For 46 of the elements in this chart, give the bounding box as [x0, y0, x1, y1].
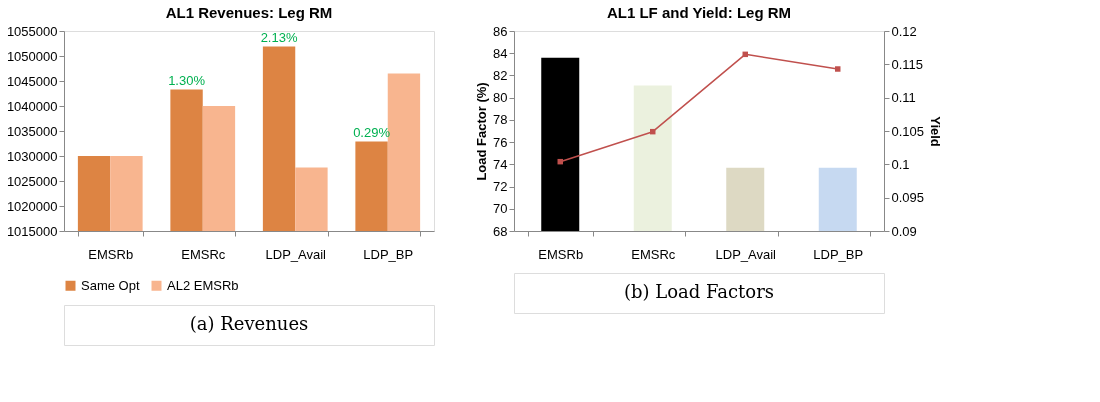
y2-tick-label: 0.115 [891, 56, 924, 72]
y2-tick-label: 0.12 [891, 23, 917, 39]
x-tick-label: LDP_BP [363, 246, 414, 262]
annotation: 2.13% [260, 29, 298, 45]
x-tick-label: LDP_Avail [715, 246, 777, 262]
x-tick-label: EMSRb [538, 246, 584, 262]
y-tick-label: 74 [493, 156, 508, 172]
y-tick-label: 1020000 [6, 198, 58, 214]
y-axis-title: Load Factor (%) [474, 82, 490, 181]
x-tick-label: EMSRc [181, 246, 226, 262]
y2-tick-label: 0.1 [891, 156, 910, 172]
y-tick-label: 1025000 [6, 173, 58, 189]
y2-axis-title: Yield [928, 116, 944, 147]
y-tick-label: 82 [493, 67, 508, 83]
annotation: 1.30% [168, 72, 206, 88]
y2-tick-label: 0.09 [891, 223, 917, 239]
y2-tick-label: 0.105 [891, 123, 925, 139]
x-tick-label: LDP_Avail [265, 246, 327, 262]
y-tick-label: 84 [493, 45, 508, 61]
point [835, 66, 841, 72]
y-tick-label: 68 [493, 223, 508, 239]
y-tick-label: 1040000 [6, 98, 58, 114]
y-tick-label: 70 [493, 201, 508, 217]
y-tick-label: 1035000 [6, 123, 58, 139]
y-tick-label: 86 [493, 23, 508, 39]
y-tick-label: 1030000 [6, 148, 58, 164]
chart-title: AL1 LF and Yield: Leg RM [606, 4, 792, 21]
y-tick-label: 76 [493, 134, 508, 150]
legend-label: AL2 EMSRb [167, 277, 239, 293]
y-tick-label: 1055000 [6, 23, 58, 39]
y2-tick-label: 0.11 [891, 90, 916, 106]
text: (b) Load Factors [623, 281, 775, 302]
text: (a) Revenues [189, 313, 309, 334]
annotation: 0.29% [353, 124, 391, 140]
y-tick-label: 1015000 [6, 223, 58, 239]
y2-tick-label: 0.095 [891, 190, 925, 206]
x-tick-label: EMSRb [88, 246, 134, 262]
y-tick-label: 72 [493, 179, 508, 195]
legend-label: Same Opt [81, 277, 140, 293]
y-tick-label: 80 [493, 90, 508, 106]
x-tick-label: EMSRc [631, 246, 676, 262]
y-tick-label: 1045000 [6, 73, 58, 89]
y-tick-label: 78 [493, 112, 508, 128]
x-tick-label: LDP_BP [813, 246, 864, 262]
chart-title: AL1 Revenues: Leg RM [165, 4, 333, 21]
y-tick-label: 1050000 [6, 48, 58, 64]
